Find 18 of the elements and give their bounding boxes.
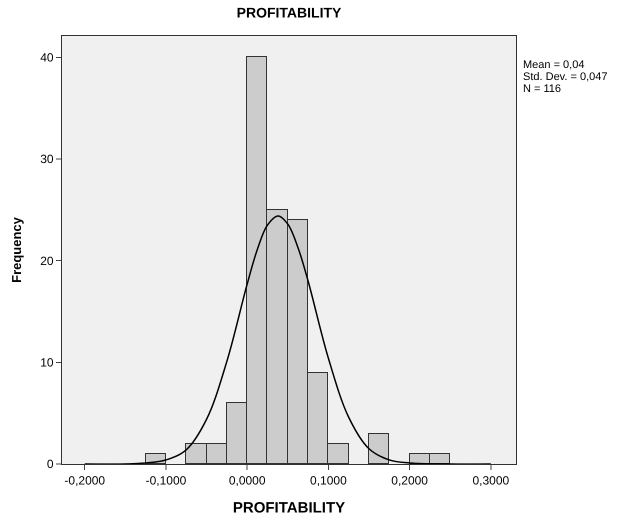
x-tick-label: 0,0000 [228,473,266,488]
x-axis-title: PROFITABILITY [232,499,346,516]
text: Mean = 0,04 [523,59,584,71]
x-tick-label: 0,2000 [391,473,428,488]
y-tick-label: 20 [40,254,54,268]
y-tick-label: 10 [40,356,54,370]
text: Std. Dev. = 0,047 [523,71,608,83]
line-series [84,215,492,464]
x-tick-label: -0,1000 [146,473,187,488]
x-tick-label: 0,1000 [310,473,348,488]
x-tick-label: 0,3000 [472,473,510,488]
y-axis-title: Frequency [9,216,24,283]
y-tick-label: 40 [40,50,54,65]
chart-title: PROFITABILITY [236,4,342,21]
x-tick-label: -0,2000 [64,473,106,488]
y-tick-label: 30 [40,152,54,166]
y-tick-label: 0 [46,457,54,472]
text: N = 116 [523,83,562,95]
